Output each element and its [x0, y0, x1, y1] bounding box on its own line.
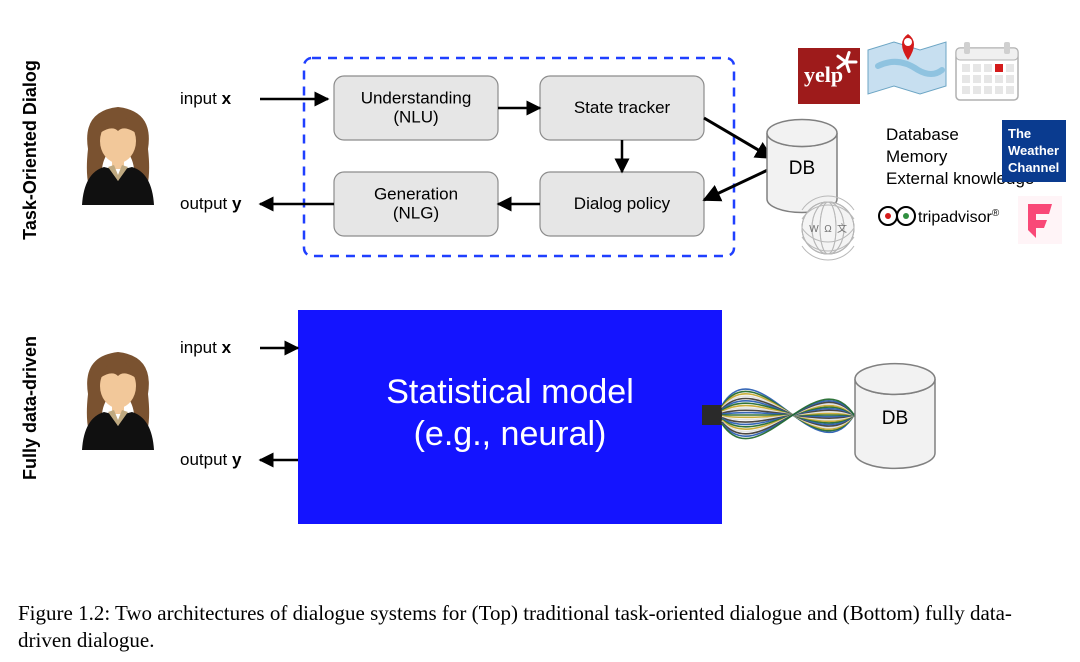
- svg-text:Task-Oriented Dialog: Task-Oriented Dialog: [20, 60, 40, 240]
- side-label-bottom: Fully data-driven: [20, 336, 40, 480]
- svg-text:tripadvisor®: tripadvisor®: [918, 208, 1000, 226]
- wires-icon: [702, 389, 858, 439]
- map-logo: [868, 34, 946, 94]
- foursquare-logo: [1018, 196, 1062, 244]
- svg-text:DB: DB: [882, 408, 908, 429]
- svg-text:DB: DB: [789, 158, 815, 179]
- svg-text:Dialog policy: Dialog policy: [574, 194, 671, 213]
- user-avatar: [82, 107, 154, 205]
- side-label-top: Task-Oriented Dialog: [20, 60, 40, 240]
- svg-text:Fully data-driven: Fully data-driven: [20, 336, 40, 480]
- weather-logo: The Weather Channel: [1002, 120, 1066, 182]
- svg-text:(e.g., neural): (e.g., neural): [414, 415, 607, 453]
- yelp-logo: yelp: [798, 48, 860, 104]
- svg-text:Weather: Weather: [1008, 143, 1059, 158]
- database-icon: DB: [855, 364, 935, 469]
- io-label: output y: [180, 450, 242, 469]
- svg-text:(NLU): (NLU): [393, 108, 438, 127]
- figure-caption: Figure 1.2: Two architectures of dialogu…: [18, 600, 1062, 655]
- diagram-canvas: Task-Oriented Dialog Fully data-driven inp…: [0, 0, 1080, 662]
- database-icon: DB: [767, 120, 837, 213]
- svg-text:W: W: [809, 224, 819, 235]
- svg-text:State tracker: State tracker: [574, 98, 671, 117]
- svg-text:The: The: [1008, 126, 1031, 141]
- arrow: [704, 168, 772, 200]
- arrow: [704, 118, 772, 158]
- io-label: input x: [180, 338, 232, 357]
- tripadvisor-logo: tripadvisor®: [879, 207, 1000, 226]
- io-label: input x: [180, 89, 232, 108]
- calendar-logo: [956, 42, 1018, 100]
- user-avatar: [82, 352, 154, 450]
- svg-text:Ω: Ω: [824, 224, 832, 235]
- svg-text:Understanding: Understanding: [361, 89, 472, 108]
- svg-text:Statistical model: Statistical model: [386, 373, 634, 411]
- io-label: output y: [180, 194, 242, 213]
- svg-text:(NLG): (NLG): [393, 204, 439, 223]
- svg-text:yelp: yelp: [804, 62, 843, 87]
- knowledge-label: Database: [886, 125, 959, 144]
- svg-text:文: 文: [837, 222, 847, 235]
- knowledge-label: Memory: [886, 147, 948, 166]
- svg-text:Generation: Generation: [374, 185, 458, 204]
- svg-text:Channel: Channel: [1008, 160, 1059, 175]
